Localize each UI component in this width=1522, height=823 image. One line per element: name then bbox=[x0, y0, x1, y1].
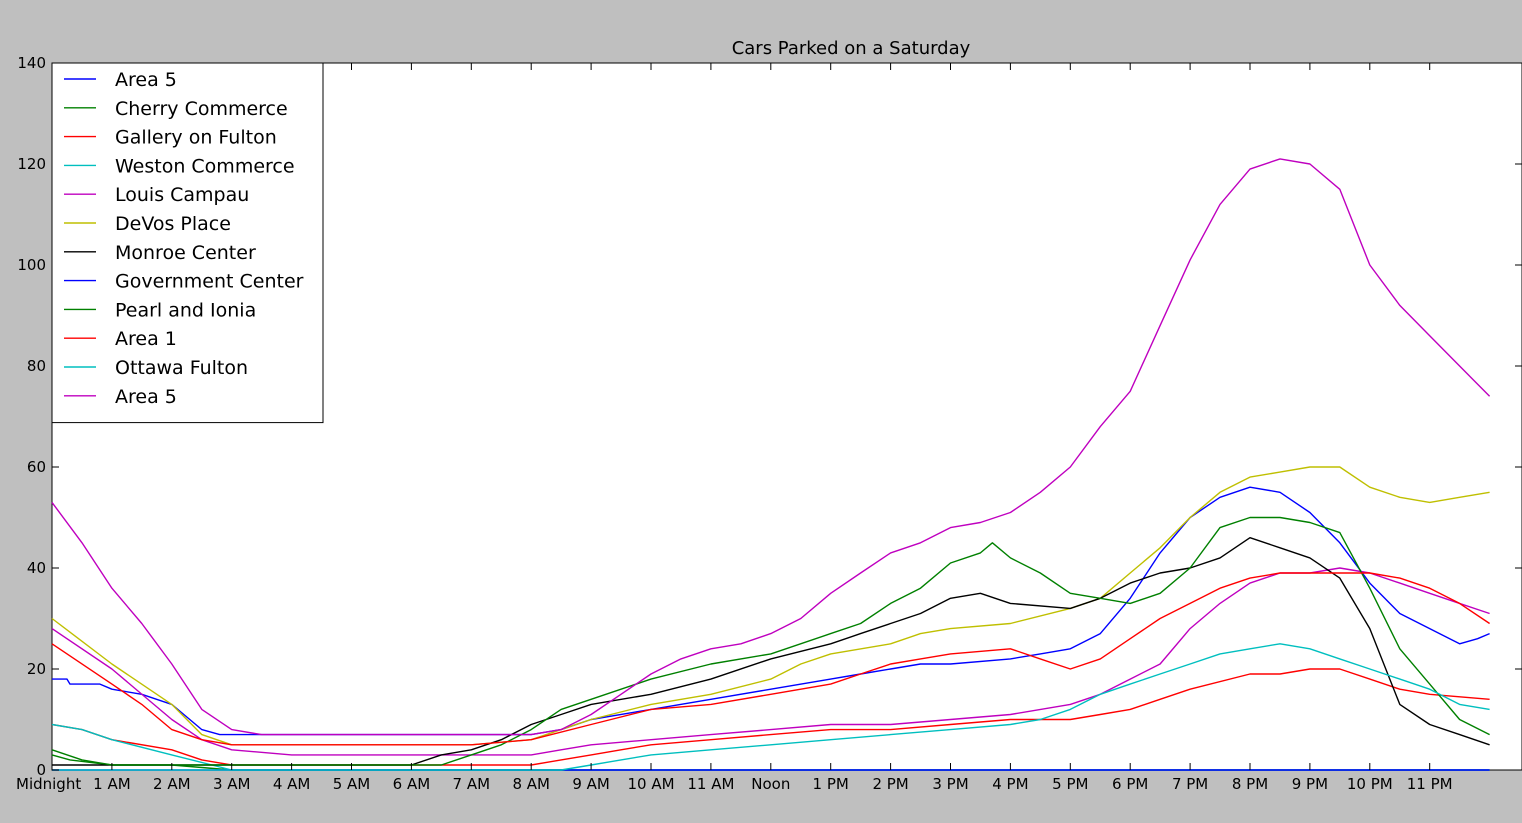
legend-box bbox=[51, 62, 324, 424]
legend-label: Louis Campau bbox=[115, 184, 249, 206]
x-tick-label: 9 PM bbox=[1292, 775, 1328, 793]
legend-label: Weston Commerce bbox=[115, 155, 295, 177]
x-tick-label: 3 AM bbox=[213, 775, 251, 793]
x-tick-label: 10 AM bbox=[627, 775, 674, 793]
x-tick-label: 7 AM bbox=[453, 775, 491, 793]
y-tick-label: 120 bbox=[17, 155, 46, 173]
y-tick-label: 100 bbox=[17, 256, 46, 274]
x-tick-label: 11 PM bbox=[1407, 775, 1453, 793]
x-tick-label: Noon bbox=[751, 775, 790, 793]
x-tick-label: 6 PM bbox=[1112, 775, 1148, 793]
x-tick-label: Midnight bbox=[16, 775, 81, 793]
x-tick-label: 4 AM bbox=[273, 775, 311, 793]
series-line-8 bbox=[51, 516, 1490, 766]
x-tick-label: 9 AM bbox=[572, 775, 610, 793]
y-tick-label: 40 bbox=[27, 559, 46, 577]
y-tick-label: 20 bbox=[27, 660, 46, 678]
x-tick-label: 8 PM bbox=[1232, 775, 1268, 793]
legend-label: DeVos Place bbox=[115, 213, 231, 235]
x-tick-label: 1 PM bbox=[813, 775, 849, 793]
x-tick-label: 2 PM bbox=[872, 775, 908, 793]
y-tick-label: 80 bbox=[27, 357, 46, 375]
legend-label: Area 1 bbox=[115, 328, 177, 350]
legend: Area 5 Cherry Commerce Gallery on Fulton We… bbox=[51, 62, 324, 424]
legend-label: Area 5 bbox=[115, 386, 177, 408]
x-tick-label: 5 PM bbox=[1052, 775, 1088, 793]
y-tick-label: 140 bbox=[17, 54, 46, 72]
legend-label: Area 5 bbox=[115, 69, 177, 91]
x-tick-label: 7 PM bbox=[1172, 775, 1208, 793]
y-tick-label: 0 bbox=[36, 761, 46, 779]
legend-label: Gallery on Fulton bbox=[115, 127, 277, 149]
x-tick-label: 10 PM bbox=[1347, 775, 1393, 793]
legend-label: Ottawa Fulton bbox=[115, 357, 248, 379]
axis-layer: 0 20 40 60 80 100 120 140 Midnight 1 AM 2 AM 3 AM 4 … bbox=[16, 54, 1522, 793]
x-tick-label: 5 AM bbox=[333, 775, 371, 793]
legend-label: Monroe Center bbox=[115, 242, 256, 264]
legend-label: Government Center bbox=[115, 271, 304, 293]
series-line-4 bbox=[51, 567, 1490, 756]
chart-title: Cars Parked on a Saturday bbox=[732, 38, 971, 59]
x-tick-label: 11 AM bbox=[687, 775, 734, 793]
x-tick-label: 3 PM bbox=[932, 775, 968, 793]
series-line-11 bbox=[51, 158, 1491, 736]
x-tick-label: 4 PM bbox=[992, 775, 1028, 793]
series-line-9 bbox=[51, 572, 1490, 746]
x-tick-label: 6 AM bbox=[393, 775, 431, 793]
series-line-10 bbox=[52, 643, 1490, 771]
x-tick-label: 2 AM bbox=[153, 775, 191, 793]
legend-label: Cherry Commerce bbox=[115, 98, 288, 120]
x-tick-label: 8 AM bbox=[512, 775, 550, 793]
series-line-6 bbox=[52, 537, 1490, 766]
x-tick-label: 1 AM bbox=[93, 775, 131, 793]
legend-label: Pearl and Ionia bbox=[115, 299, 256, 321]
y-tick-label: 60 bbox=[27, 458, 46, 476]
